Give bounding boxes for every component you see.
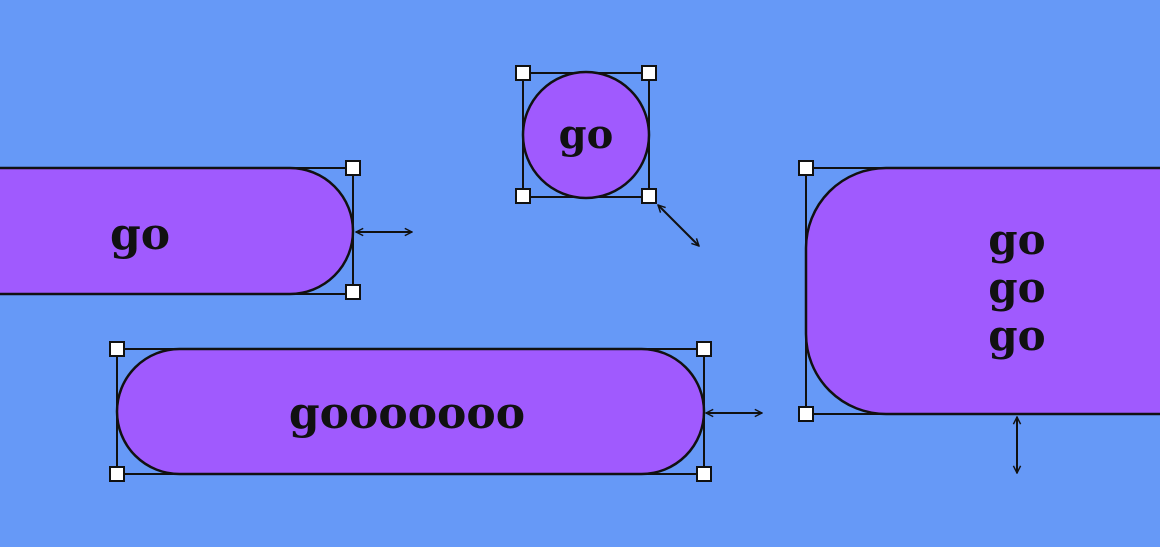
wide-pill-button[interactable]: gooooooo xyxy=(109,341,712,482)
left-pill-button[interactable]: go xyxy=(0,160,361,300)
circle-button[interactable]: go xyxy=(515,65,657,204)
tall-box-button[interactable]: go go go xyxy=(798,160,1160,422)
square-handle-icon[interactable] xyxy=(109,466,125,482)
wide-pill-shape xyxy=(115,347,706,476)
wide-pill-label: gooooooo xyxy=(289,388,525,439)
tall-box-label-line-1: go xyxy=(988,215,1045,264)
square-handle-icon[interactable] xyxy=(345,284,361,300)
square-handle-icon[interactable] xyxy=(109,341,125,357)
left-pill-label: go xyxy=(110,209,170,260)
square-handle-icon[interactable] xyxy=(798,160,814,176)
square-handle-icon[interactable] xyxy=(515,65,531,81)
square-handle-icon[interactable] xyxy=(641,188,657,204)
square-handle-icon[interactable] xyxy=(696,466,712,482)
square-handle-icon[interactable] xyxy=(641,65,657,81)
tall-box-label-line-2: go xyxy=(988,263,1045,312)
square-handle-icon[interactable] xyxy=(798,406,814,422)
tall-box-label-line-3: go xyxy=(988,311,1045,360)
double-arrow-diagonal-icon xyxy=(658,205,699,246)
circle-shape xyxy=(521,70,651,200)
left-pill-shape xyxy=(0,166,355,296)
square-handle-icon[interactable] xyxy=(696,341,712,357)
tall-box-shape xyxy=(804,166,1160,416)
circle-label: go xyxy=(559,111,614,158)
square-handle-icon[interactable] xyxy=(515,188,531,204)
square-handle-icon[interactable] xyxy=(345,160,361,176)
